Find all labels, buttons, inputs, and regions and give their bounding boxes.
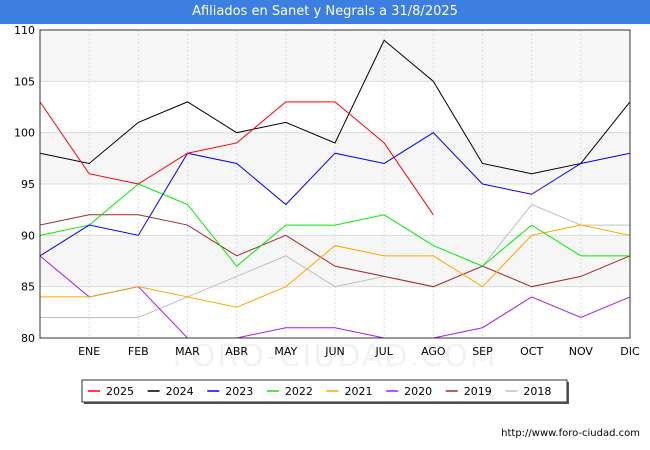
y-tick-label: 100 — [14, 127, 35, 140]
y-tick-label: 80 — [21, 332, 35, 345]
y-tick-label: 90 — [21, 229, 35, 242]
y-axis: 80 85 90 95 100 105 110 — [14, 24, 35, 345]
series-line-2025 — [40, 101, 434, 216]
series-line-2019 — [40, 214, 630, 288]
x-axis: ENE FEB MAR ABR MAY JUN JUL AGO SEP OCT NOV DIC — [78, 345, 640, 358]
legend-label-2018: 2018 — [523, 385, 551, 398]
y-tick-label: 95 — [21, 178, 35, 191]
x-tick-label: AGO — [421, 345, 446, 358]
x-tick-label: JUL — [374, 345, 393, 358]
series-line-2023 — [40, 132, 630, 257]
watermark: FORO-CIUDAD.COM — [173, 339, 498, 374]
x-tick-label: MAY — [274, 345, 297, 358]
x-tick-label: FEB — [128, 345, 149, 358]
source-link[interactable]: http://www.foro-ciudad.com — [501, 428, 640, 439]
y-tick-label: 85 — [21, 281, 35, 294]
legend-label-2020: 2020 — [404, 385, 432, 398]
y-tick-label: 105 — [14, 75, 35, 88]
x-tick-label: OCT — [520, 345, 543, 358]
series-line-2024 — [40, 39, 630, 175]
plot-border — [39, 29, 631, 339]
legend-label-2025: 2025 — [106, 385, 134, 398]
legend-label-2024: 2024 — [166, 385, 194, 398]
legend-label-2022: 2022 — [285, 385, 313, 398]
x-tick-label: NOV — [569, 345, 594, 358]
series-lines — [40, 39, 630, 338]
legend-label-2023: 2023 — [225, 385, 253, 398]
x-tick-label: JUN — [324, 345, 345, 358]
x-tick-label: ENE — [78, 345, 100, 358]
chart-title: Afiliados en Sanet y Negrals a 31/8/2025 — [192, 4, 458, 19]
x-tick-label: SEP — [472, 345, 493, 358]
legend-box — [81, 379, 568, 403]
series-line-2021 — [40, 224, 630, 308]
x-tick-label: MAR — [175, 345, 200, 358]
x-tick-label: DIC — [620, 345, 640, 358]
legend: 2025 2024 2023 2022 2021 2020 2019 2018 — [81, 379, 569, 404]
legend-label-2019: 2019 — [464, 385, 492, 398]
legend-label-2021: 2021 — [345, 385, 373, 398]
y-tick-label: 110 — [14, 24, 35, 37]
series-line-2018 — [40, 203, 630, 318]
x-tick-label: ABR — [225, 345, 248, 358]
title-bar — [0, 0, 650, 24]
